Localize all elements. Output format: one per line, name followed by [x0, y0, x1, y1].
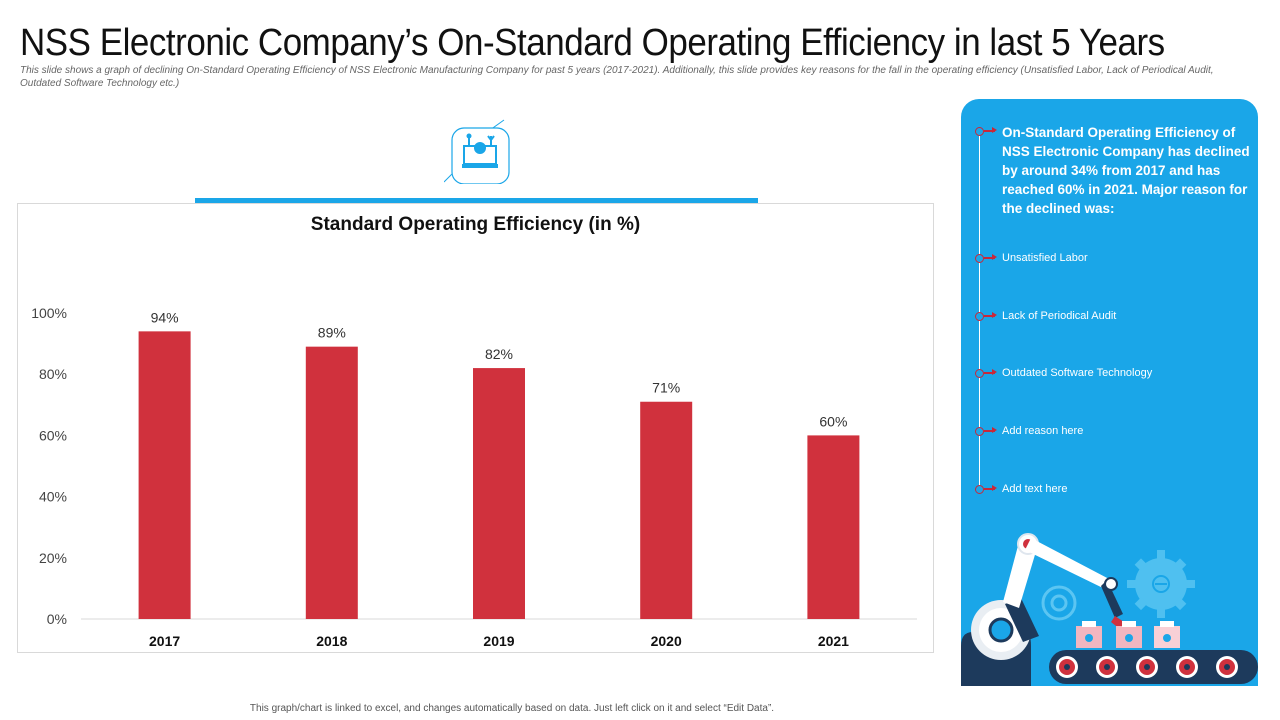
package-icon — [1116, 621, 1142, 648]
package-icon — [1076, 621, 1102, 648]
reason-item: Lack of Periodical Audit — [1002, 310, 1117, 322]
x-tick-label: 2020 — [651, 633, 682, 649]
y-tick-label: 60% — [39, 427, 67, 443]
bar — [305, 346, 358, 619]
chart-accent-bar — [195, 198, 758, 203]
reason-item: Unsatisfied Labor — [1002, 252, 1088, 264]
chart-frame — [17, 203, 934, 653]
bar — [138, 331, 191, 619]
gear-icon — [1041, 585, 1077, 621]
data-label: 89% — [318, 325, 346, 341]
bar-chart: 0% 20% 40% 60% 80% 100% 94% 2017 89% 2018 82% 2019 7… — [31, 305, 917, 649]
x-tick-label: 2017 — [149, 633, 180, 649]
timeline-line — [979, 131, 980, 491]
y-tick-label: 80% — [39, 366, 67, 382]
page-subtitle: This slide shows a graph of declining On… — [20, 65, 1214, 89]
robot-arm-conveyor-illustration — [961, 533, 1258, 686]
y-tick-label: 100% — [31, 305, 67, 321]
bar — [807, 435, 860, 619]
y-tick-label: 40% — [39, 489, 67, 505]
x-tick-label: 2021 — [818, 633, 849, 649]
info-panel: On-Standard Operating Efficiency of NSS … — [961, 99, 1258, 686]
chart-title: Standard Operating Efficiency (in %) — [310, 214, 641, 235]
bar — [473, 368, 525, 619]
x-tick-label: 2019 — [483, 633, 514, 649]
package-icon — [1154, 621, 1180, 648]
data-label: 71% — [652, 380, 680, 396]
data-label: 82% — [485, 346, 513, 362]
x-tick-label: 2018 — [316, 633, 347, 649]
footer-note: This graph/chart is linked to excel, and… — [249, 703, 775, 714]
panel-lead-text: On-Standard Operating Efficiency of NSS … — [1002, 125, 1250, 216]
page-title: NSS Electronic Company’s On-Standard Ope… — [20, 22, 1165, 64]
bar — [640, 401, 693, 619]
y-tick-label: 0% — [47, 611, 67, 627]
data-label: 94% — [151, 309, 179, 325]
reason-item: Add reason here — [1002, 425, 1084, 437]
factory-machine-icon — [443, 118, 510, 185]
reason-item: Outdated Software Technology — [1002, 367, 1153, 379]
data-label: 60% — [819, 413, 847, 429]
y-tick-label: 20% — [39, 550, 67, 566]
reason-item: Add text here — [1002, 483, 1068, 495]
